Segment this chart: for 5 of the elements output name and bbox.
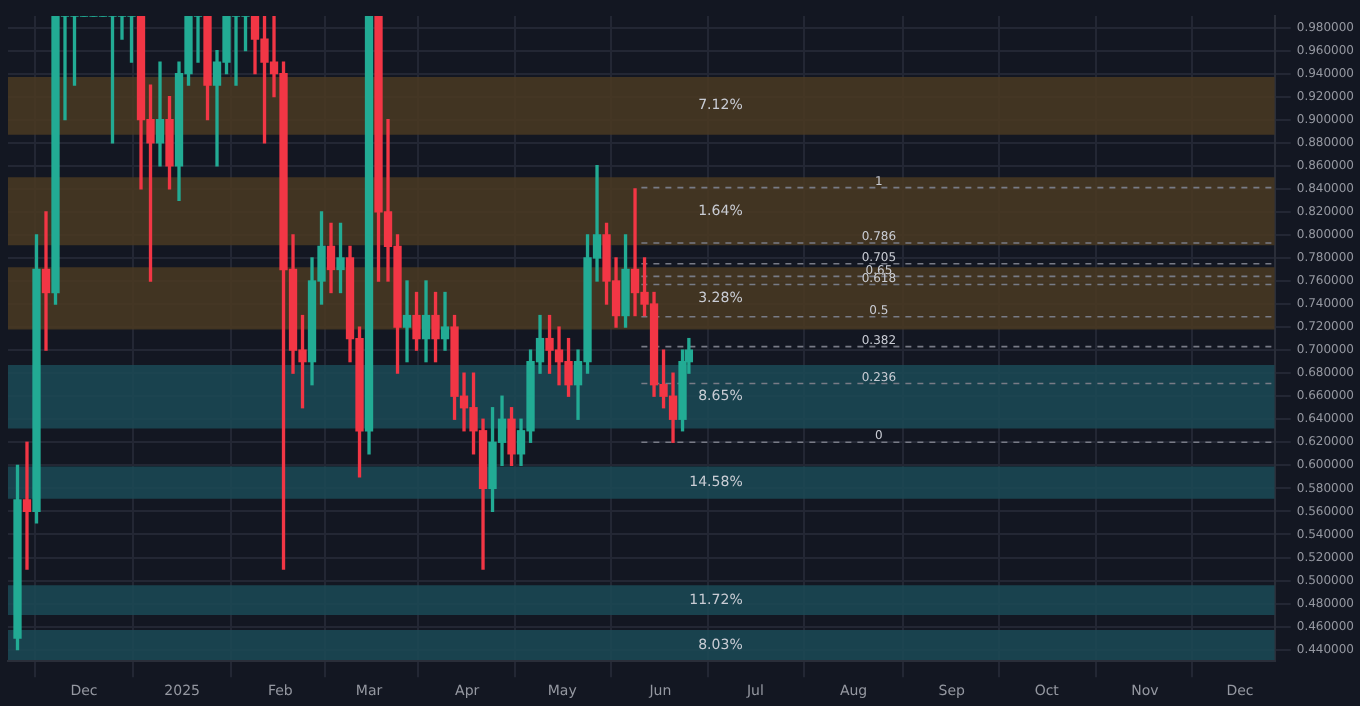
candlestick <box>402 280 412 363</box>
candlestick <box>22 441 32 570</box>
candlestick <box>440 291 450 351</box>
candlestick <box>155 61 165 167</box>
candlestick <box>41 211 51 351</box>
